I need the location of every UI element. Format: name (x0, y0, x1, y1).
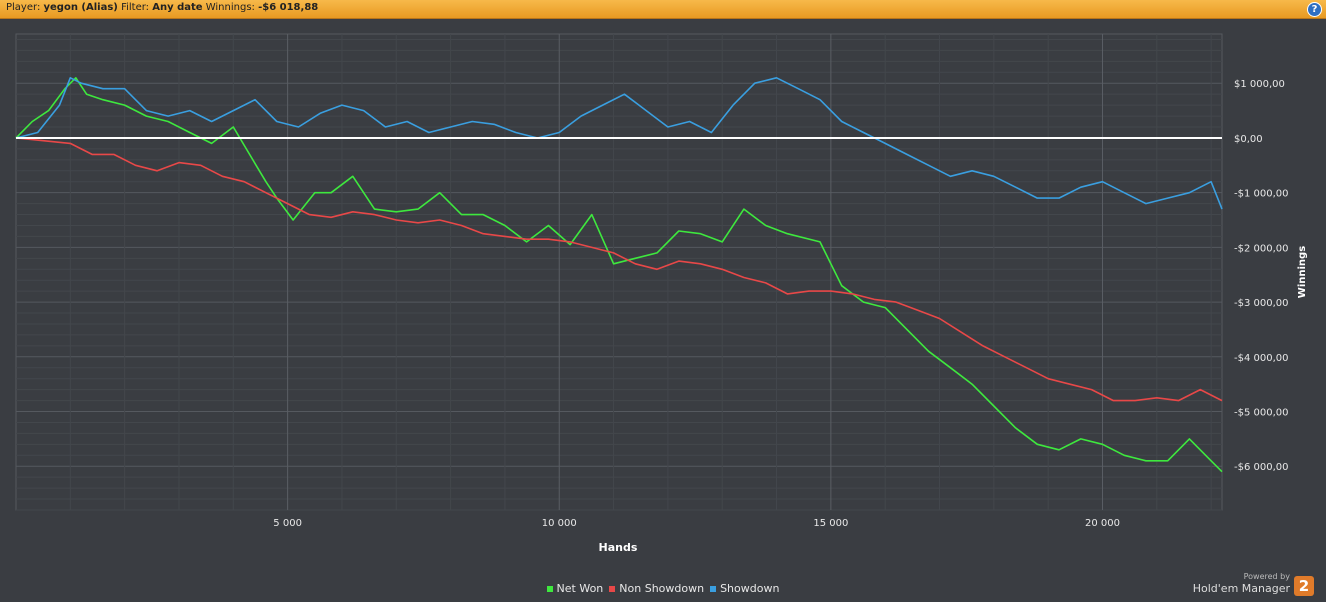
legend-swatch (546, 586, 553, 592)
legend-item[interactable]: Net Won (546, 582, 604, 595)
y-tick-label: -$5 000,00 (1234, 408, 1289, 419)
y-tick-label: -$3 000,00 (1234, 298, 1289, 309)
x-tick-label: 20 000 (1085, 518, 1120, 529)
help-icon[interactable]: ? (1307, 2, 1322, 17)
grid (15, 33, 1223, 511)
filter-value: Any date (152, 2, 203, 13)
player-label: Player: (6, 2, 41, 13)
y-tick-label: -$6 000,00 (1234, 462, 1289, 473)
y-tick-label: $0,00 (1234, 134, 1263, 145)
x-tick-label: 10 000 (542, 518, 577, 529)
winnings-value: -$6 018,88 (258, 2, 319, 13)
x-tick-label: 15 000 (813, 518, 848, 529)
x-tick-label: 5 000 (273, 518, 302, 529)
legend-swatch (609, 586, 616, 592)
y-axis-label: Winnings (1297, 246, 1308, 298)
series-line-non-showdown (15, 137, 1223, 402)
legend-label: Non Showdown (619, 582, 705, 595)
title-bar: Player: yegon (Alias) Filter: Any date W… (0, 0, 1326, 19)
x-axis-label: Hands (599, 541, 638, 554)
series-line-showdown (15, 76, 1223, 210)
filter-label: Filter: (121, 2, 150, 13)
chart-legend: Net Won Non Showdown Showdown (0, 582, 1326, 595)
winnings-label: Winnings: (205, 2, 255, 13)
legend-label: Showdown (720, 582, 780, 595)
y-tick-label: -$1 000,00 (1234, 189, 1289, 200)
legend-swatch (710, 586, 717, 592)
y-tick-label: -$4 000,00 (1234, 353, 1289, 364)
filter-summary: Player: yegon (Alias) Filter: Any date W… (6, 2, 318, 13)
y-tick-label: -$2 000,00 (1234, 243, 1289, 254)
y-tick-label: $1 000,00 (1234, 79, 1285, 90)
product-name: Hold'em Manager (1192, 582, 1290, 595)
powered-by-text: Powered by (1243, 572, 1290, 581)
player-value: yegon (Alias) (43, 2, 118, 13)
series-line-net-won (15, 76, 1223, 473)
legend-label: Net Won (556, 582, 604, 595)
legend-item[interactable]: Showdown (710, 582, 779, 595)
x-axis-ticks: 5 000 10 000 15 000 20 000 (273, 518, 1120, 529)
plot-area (15, 33, 1223, 511)
legend-item[interactable]: Non Showdown (609, 582, 704, 595)
winnings-chart: $1 000,00 $0,00 -$1 000,00 -$2 000,00 -$3 00… (15, 33, 1308, 554)
hm2-logo: 2 (1294, 576, 1314, 596)
y-axis-ticks: $1 000,00 $0,00 -$1 000,00 -$2 000,00 -$3 00… (1234, 79, 1289, 473)
series-lines (15, 76, 1223, 473)
